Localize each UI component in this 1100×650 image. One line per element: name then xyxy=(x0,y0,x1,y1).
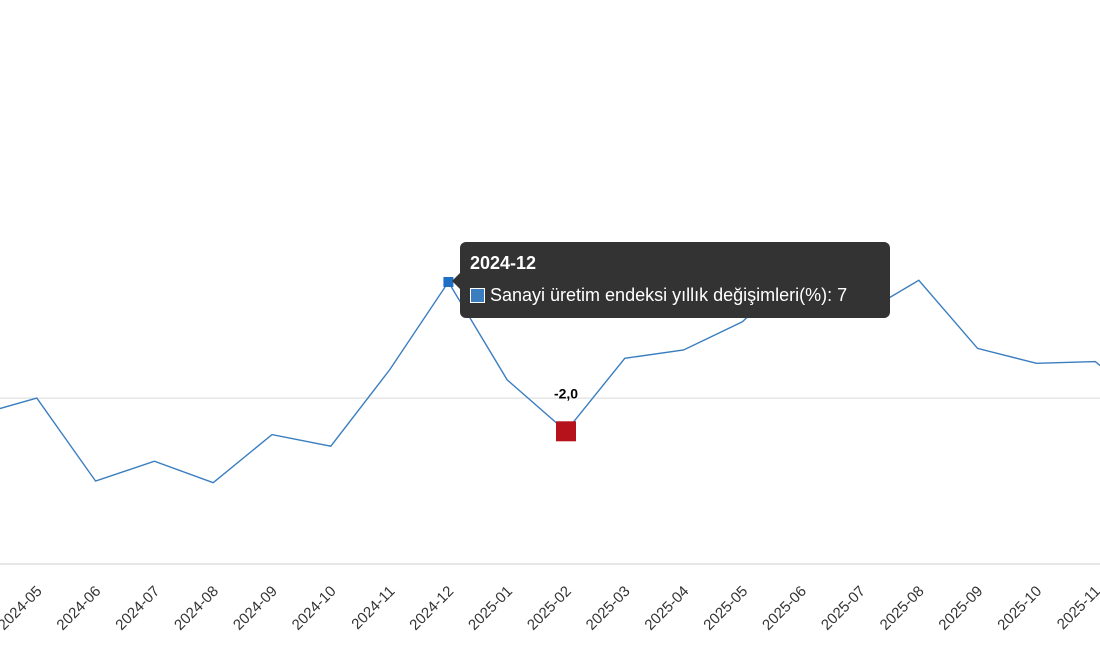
tooltip-title: 2024-12 xyxy=(470,253,537,273)
x-axis: 2024-042024-052024-062024-072024-082024-… xyxy=(0,583,1100,634)
x-tick-label: 2024-08 xyxy=(171,583,222,634)
x-tick-label: 2025-05 xyxy=(700,583,751,634)
x-tick-label: 2024-11 xyxy=(348,583,398,633)
tooltip-row: Sanayi üretim endeksi yıllık değişimleri… xyxy=(470,284,880,306)
x-tick-label: 2025-10 xyxy=(994,583,1045,634)
highlight-point-marker xyxy=(556,421,576,442)
x-tick-label: 2025-11 xyxy=(1054,583,1100,633)
x-tick-label: 2024-10 xyxy=(289,583,340,634)
x-tick-label: 2025-09 xyxy=(935,583,986,634)
data-label: -2,0 xyxy=(554,385,578,401)
x-tick-label: 2025-02 xyxy=(524,583,575,634)
x-tick-label: 2024-09 xyxy=(230,583,281,634)
markers-layer: -2,0 xyxy=(443,277,578,442)
x-tick-label: 2025-01 xyxy=(465,583,516,634)
x-tick-label: 2025-06 xyxy=(759,583,810,634)
tooltip-series-label: Sanayi üretim endeksi yıllık değişimleri… xyxy=(490,285,828,305)
x-tick-label: 2024-07 xyxy=(112,583,163,634)
tooltip-value: 7 xyxy=(837,285,848,305)
gridlines xyxy=(0,397,1100,565)
x-tick-label: 2025-08 xyxy=(877,583,928,634)
x-tick-label: 2024-06 xyxy=(53,583,104,634)
x-tick-label: 2024-12 xyxy=(406,583,457,634)
x-tick-label: 2025-07 xyxy=(818,583,869,634)
x-tick-label: 2025-03 xyxy=(583,583,634,634)
x-tick-label: 2024-05 xyxy=(0,583,46,634)
tooltip: 2024-12 Sanayi üretim endeksi yıllık değ… xyxy=(452,242,890,318)
tooltip-separator: : xyxy=(827,285,838,305)
hover-point-marker xyxy=(443,277,454,287)
x-tick-label: 2025-04 xyxy=(641,583,692,634)
tooltip-series-swatch xyxy=(470,288,485,303)
